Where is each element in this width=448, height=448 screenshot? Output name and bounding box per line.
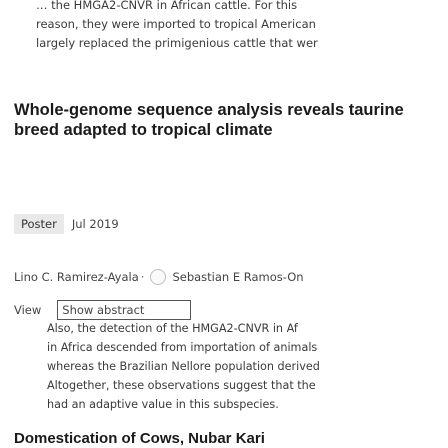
publication-date: Jul 2019 (71, 217, 119, 231)
author-avatar (150, 269, 167, 285)
result-meta: Poster Jul 2019 (14, 214, 119, 234)
show-abstract-button[interactable]: Show abstract (57, 300, 192, 320)
view-link[interactable]: View (14, 303, 42, 317)
author-separator: · (140, 270, 145, 284)
abstract-line: in Africa descended from importation of … (47, 341, 318, 354)
abstract-line: had an adaptive value in this subspecies… (47, 398, 279, 411)
result-abstract: Also, the detection of the HMGA2-CNVR in… (47, 319, 448, 414)
abstract-line: Also, the detection of the HMGA2-CNVR in… (47, 322, 298, 335)
author-list: Lino C. Ramirez-Ayala · Sebastian E Ramo… (14, 269, 304, 285)
author-link[interactable]: Lino C. Ramirez-Ayala (14, 270, 139, 284)
abstract-line: … the HMGA2-CNVR in African cattle. For … (36, 0, 298, 12)
result-title-link[interactable]: Whole-genome sequence analysis reveals t… (14, 101, 404, 139)
abstract-line: whereas the Brazilian Nellore population… (47, 360, 320, 373)
view-row: View Show abstract (14, 300, 192, 320)
next-result-title-link[interactable]: Domestication of Cows, Nubar Kari (14, 430, 265, 447)
type-badge: Poster (14, 214, 64, 234)
abstract-line: Altogether, these observations suggest t… (47, 379, 316, 392)
previous-result-abstract: … the HMGA2-CNVR in African cattle. For … (36, 0, 448, 53)
abstract-line: largely replaced the primigenious cattle… (36, 36, 318, 50)
abstract-line: reason, they were imported to tropical A… (36, 17, 316, 31)
author-link[interactable]: Sebastian E Ramos-On (172, 270, 304, 284)
